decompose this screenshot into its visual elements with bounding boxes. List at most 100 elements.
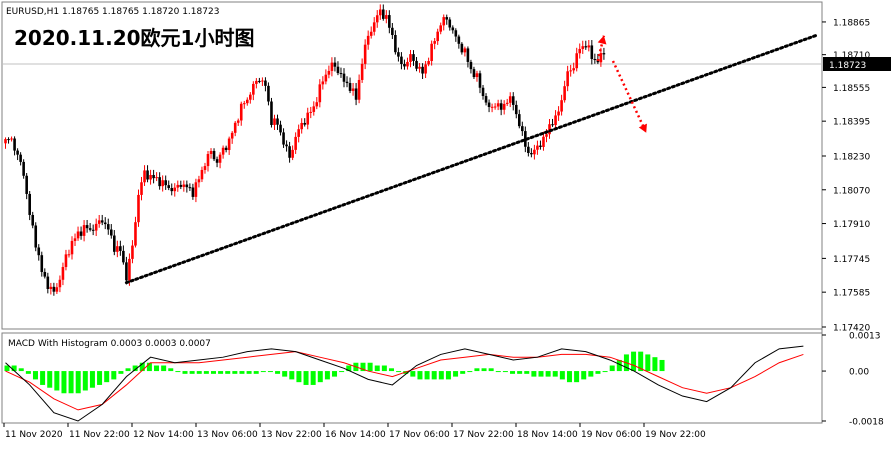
candle-body [134,222,137,246]
candle-body [64,254,68,268]
price-tick-label: 1.18710 [833,51,870,61]
candle [342,68,346,88]
candle [442,14,446,31]
candle [173,183,177,197]
candle-body [288,146,291,158]
candle-body [424,64,427,74]
candle [363,39,367,70]
candle-body [215,159,219,163]
candle-body [146,170,149,180]
candle-body [369,31,373,36]
candle [212,148,216,162]
candle [469,59,473,74]
candle-body [599,53,603,63]
macd-histogram-bar [346,365,352,372]
candle [158,172,161,190]
candle [536,140,539,155]
time-tick-label: 13 Nov 06:00 [197,430,258,440]
candle [70,236,74,260]
candle [297,124,300,143]
candle-body [191,187,195,197]
current-price-tag [823,57,891,71]
macd-histogram-bar [552,371,558,377]
candle-body [391,27,394,36]
time-tick-label: 19 Nov 22:00 [645,430,706,440]
candle [13,136,16,156]
candle [351,82,355,96]
macd-histogram-bar [82,371,88,391]
candle-body [481,87,485,97]
macd-lines [5,345,804,422]
candle-body [560,100,563,112]
candle [602,47,606,60]
candle-body [61,267,65,280]
macd-histogram-bar [645,354,651,372]
candle-body [375,15,379,23]
macd-histogram-bar [581,371,587,380]
candle [466,46,470,68]
candle-body [545,134,548,137]
macd-histogram-bar [118,371,124,374]
candle [530,148,533,158]
candle-body [521,126,524,132]
candle [566,65,569,92]
candle-body [406,61,409,67]
candle-body [457,36,461,44]
candle [64,249,68,271]
candle [484,93,488,106]
candle-body [366,35,370,45]
candle-body [548,124,551,135]
candle-body [527,146,530,153]
candle [258,77,261,84]
price-tick-label: 1.17910 [833,220,870,230]
candle-body [330,62,334,71]
macd-histogram-bar [104,371,110,383]
candle [312,101,316,116]
candle [76,226,80,241]
candle-body [436,31,439,42]
candle-body [161,180,164,187]
candle [433,37,436,50]
time-tick-label: 17 Nov 06:00 [389,430,450,440]
candle-body [297,129,300,137]
candle-body [430,43,433,62]
candle [499,99,503,116]
macd-tick-label: -0.0018 [849,418,884,428]
macd-histogram-bar [139,362,145,372]
macd-histogram-bar [588,371,594,377]
candle-body [155,177,158,179]
candle-body [236,120,240,123]
macd-histogram-bar [339,371,345,373]
candle [197,175,201,188]
candle-body [539,145,542,147]
candle-body [167,185,171,189]
candle-body [566,71,569,87]
candle-body [460,43,464,53]
macd-histogram-bar [388,368,394,372]
candle [418,63,421,73]
candle-body [303,122,307,125]
candle-body [46,276,50,289]
candle-body [469,61,473,70]
candle [424,60,427,79]
macd-histogram-bar [289,371,295,380]
candle [575,47,579,72]
macd-histogram-bar [54,371,60,391]
macd-histogram-bar [545,371,551,377]
candle-body [252,83,255,95]
candle [10,136,13,142]
macd-histogram-bar [460,371,466,374]
candle-body [16,150,19,155]
macd-histogram-bar [161,365,167,372]
macd-histogram-bar [410,371,416,377]
time-tick-label: 16 Nov 14:00 [325,430,386,440]
candle-body [351,88,355,91]
macd-histogram-bar [481,368,487,372]
candle-body [487,102,491,107]
time-tick-label: 12 Nov 14:00 [133,430,194,440]
candle [472,66,476,80]
macd-histogram-bar [132,365,138,372]
candlestick-series [4,4,606,296]
candle-body [245,99,249,104]
